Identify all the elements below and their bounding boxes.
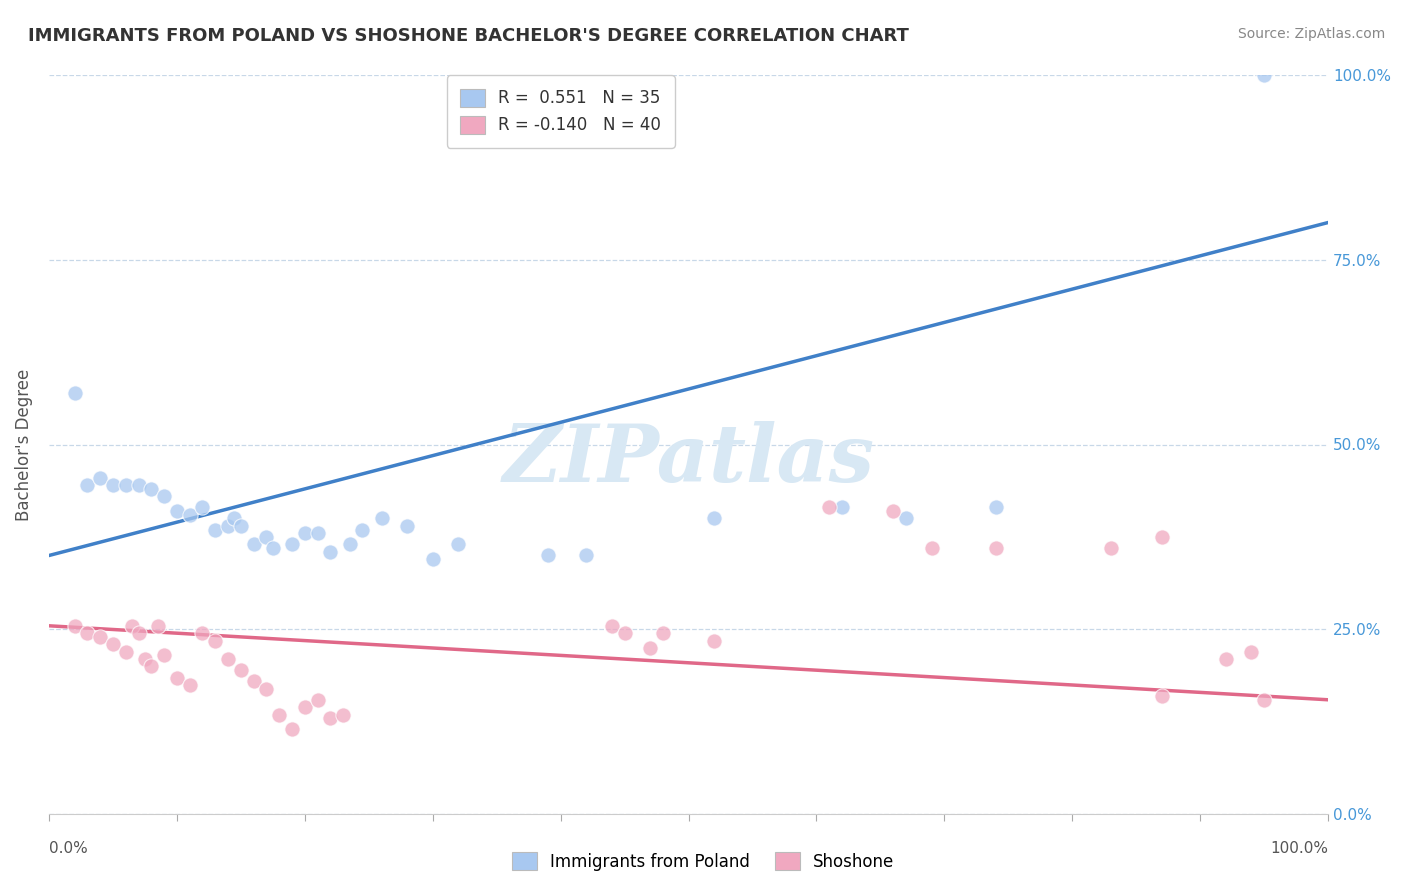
Point: [141, 659, 163, 673]
Point: [229, 663, 252, 677]
Point: [339, 537, 361, 551]
Point: [831, 500, 853, 515]
Point: [101, 478, 124, 492]
Point: [921, 541, 943, 555]
Point: [294, 526, 316, 541]
Point: [613, 626, 636, 640]
Point: [269, 707, 291, 722]
Point: [217, 519, 239, 533]
Point: [128, 626, 150, 640]
Point: [281, 537, 304, 551]
Point: [146, 619, 169, 633]
Point: [307, 526, 329, 541]
Point: [153, 489, 176, 503]
Point: [224, 511, 246, 525]
Point: [294, 700, 316, 714]
Point: [422, 552, 444, 566]
Y-axis label: Bachelor's Degree: Bachelor's Degree: [15, 368, 32, 521]
Point: [1253, 693, 1275, 707]
Point: [191, 500, 214, 515]
Point: [242, 537, 264, 551]
Point: [121, 619, 143, 633]
Text: IMMIGRANTS FROM POLAND VS SHOSHONE BACHELOR'S DEGREE CORRELATION CHART: IMMIGRANTS FROM POLAND VS SHOSHONE BACHE…: [28, 27, 910, 45]
Point: [818, 500, 841, 515]
Point: [307, 693, 329, 707]
Point: [229, 519, 252, 533]
Point: [703, 511, 725, 525]
Point: [179, 678, 201, 692]
Point: [262, 541, 284, 555]
Point: [575, 549, 598, 563]
Point: [63, 619, 86, 633]
Point: [114, 645, 136, 659]
Point: [281, 723, 304, 737]
Legend: R =  0.551   N = 35, R = -0.140   N = 40: R = 0.551 N = 35, R = -0.140 N = 40: [447, 76, 675, 148]
Point: [242, 674, 264, 689]
Point: [89, 630, 111, 644]
Point: [254, 530, 277, 544]
Point: [396, 519, 419, 533]
Point: [179, 508, 201, 522]
Point: [254, 681, 277, 696]
Point: [204, 633, 226, 648]
Point: [76, 626, 98, 640]
Point: [141, 482, 163, 496]
Point: [217, 652, 239, 666]
Point: [894, 511, 917, 525]
Point: [76, 478, 98, 492]
Text: 0.0%: 0.0%: [49, 841, 87, 856]
Point: [204, 523, 226, 537]
Point: [134, 652, 156, 666]
Point: [882, 504, 904, 518]
Point: [600, 619, 623, 633]
Point: [984, 541, 1007, 555]
Point: [1150, 530, 1173, 544]
Point: [319, 545, 342, 559]
Point: [1150, 689, 1173, 703]
Point: [319, 711, 342, 725]
Point: [191, 626, 214, 640]
Point: [166, 504, 188, 518]
Point: [114, 478, 136, 492]
Point: [352, 523, 374, 537]
Point: [1099, 541, 1122, 555]
Point: [89, 471, 111, 485]
Point: [101, 637, 124, 651]
Point: [447, 537, 470, 551]
Point: [1215, 652, 1237, 666]
Point: [638, 640, 661, 655]
Point: [332, 707, 354, 722]
Point: [703, 633, 725, 648]
Point: [1240, 645, 1263, 659]
Point: [128, 478, 150, 492]
Legend: Immigrants from Poland, Shoshone: Immigrants from Poland, Shoshone: [503, 844, 903, 880]
Point: [370, 511, 392, 525]
Point: [984, 500, 1007, 515]
Point: [652, 626, 675, 640]
Point: [153, 648, 176, 663]
Point: [1253, 68, 1275, 82]
Text: 100.0%: 100.0%: [1270, 841, 1329, 856]
Point: [63, 385, 86, 400]
Point: [537, 549, 560, 563]
Text: ZIPatlas: ZIPatlas: [502, 420, 875, 498]
Text: Source: ZipAtlas.com: Source: ZipAtlas.com: [1237, 27, 1385, 41]
Point: [166, 671, 188, 685]
